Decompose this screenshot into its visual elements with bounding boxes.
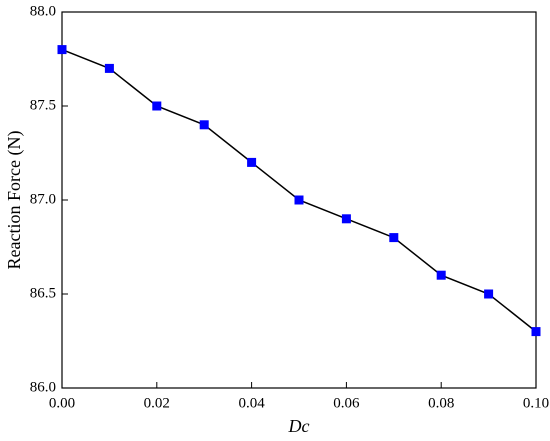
data-point	[247, 157, 257, 167]
x-tick-label: 0.02	[144, 395, 170, 411]
x-tick-label: 0.06	[333, 395, 360, 411]
data-point	[484, 289, 494, 299]
x-tick-label: 0.00	[49, 395, 75, 411]
data-point	[341, 214, 351, 224]
data-point	[436, 270, 446, 280]
y-tick-label: 87.5	[30, 97, 56, 113]
data-point	[57, 45, 67, 55]
y-tick-label: 88.0	[30, 3, 56, 19]
x-tick-label: 0.04	[238, 395, 265, 411]
y-tick-label: 87.0	[30, 191, 56, 207]
x-axis-label: Dc	[288, 416, 310, 436]
x-tick-label: 0.08	[428, 395, 454, 411]
series-line	[61, 48, 537, 333]
x-tick-label: 0.10	[523, 395, 549, 411]
data-point	[199, 120, 209, 130]
data-point	[104, 63, 114, 73]
y-tick-label: 86.5	[30, 285, 56, 301]
data-point	[389, 233, 399, 243]
y-axis-label: Reaction Force (N)	[4, 131, 25, 270]
data-point	[531, 327, 541, 337]
data-point	[294, 195, 304, 205]
y-tick-label: 86.0	[30, 379, 56, 395]
data-point	[152, 101, 162, 111]
